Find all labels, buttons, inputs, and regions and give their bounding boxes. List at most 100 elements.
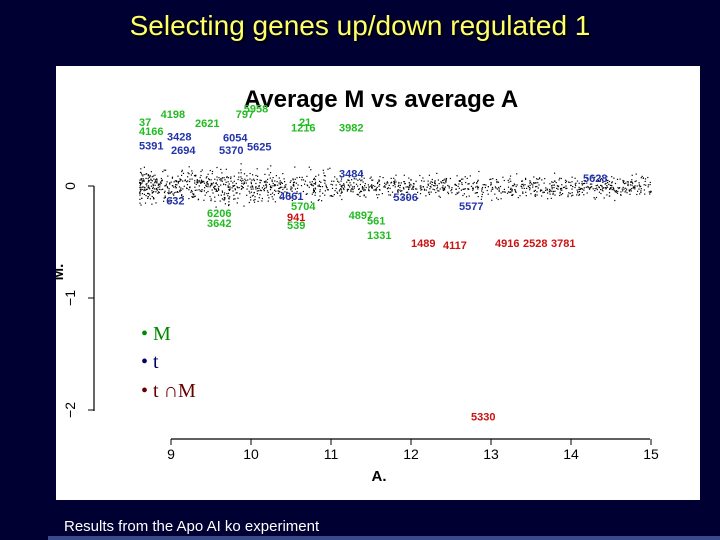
scatter-point bbox=[631, 181, 633, 183]
scatter-point bbox=[150, 182, 152, 184]
x-tick-label: 14 bbox=[563, 446, 579, 462]
scatter-point bbox=[296, 192, 298, 194]
scatter-point bbox=[615, 191, 617, 193]
scatter-point bbox=[141, 186, 143, 188]
scatter-point bbox=[447, 193, 450, 195]
scatter-point bbox=[147, 175, 149, 177]
scatter-point bbox=[626, 192, 628, 194]
scatter-point bbox=[548, 190, 550, 192]
scatter-point bbox=[477, 179, 479, 181]
scatter-point bbox=[157, 191, 160, 193]
scatter-point bbox=[530, 193, 532, 195]
scatter-point bbox=[291, 199, 293, 202]
scatter-point bbox=[158, 183, 161, 185]
scatter-point bbox=[422, 186, 425, 188]
scatter-point bbox=[568, 192, 570, 194]
scatter-point bbox=[143, 190, 145, 192]
scatter-point bbox=[179, 189, 181, 191]
scatter-point bbox=[139, 181, 141, 183]
scatter-point bbox=[465, 181, 467, 184]
scatter-point bbox=[420, 187, 422, 189]
scatter-point bbox=[536, 178, 538, 180]
scatter-point bbox=[290, 186, 292, 188]
scatter-point bbox=[580, 187, 582, 189]
gene-label-5330: 5330 bbox=[471, 412, 495, 424]
scatter-point bbox=[263, 188, 265, 191]
scatter-point bbox=[226, 193, 228, 195]
scatter-point bbox=[266, 190, 269, 192]
scatter-point bbox=[182, 180, 184, 182]
scatter-figure: Average M vs average A 9 10 11 12 13 14 15 0 −1… bbox=[56, 66, 700, 500]
y-ticks: 0−1−2−3 bbox=[62, 182, 94, 418]
scatter-point bbox=[239, 193, 241, 195]
scatter-point bbox=[207, 186, 209, 188]
scatter-point bbox=[635, 180, 637, 182]
scatter-point bbox=[425, 195, 427, 197]
scatter-point bbox=[224, 179, 226, 181]
scatter-point bbox=[181, 171, 183, 173]
scatter-point bbox=[252, 188, 254, 190]
scatter-point bbox=[511, 194, 513, 196]
scatter-point bbox=[393, 182, 396, 184]
scatter-point bbox=[361, 188, 364, 190]
scatter-point bbox=[627, 181, 629, 183]
scatter-point bbox=[500, 192, 502, 194]
scatter-point bbox=[158, 191, 160, 194]
scatter-point bbox=[230, 177, 232, 180]
scatter-point bbox=[154, 182, 156, 184]
gene-label-3484: 3484 bbox=[339, 169, 364, 181]
scatter-point bbox=[559, 187, 562, 190]
scatter-point bbox=[553, 184, 556, 186]
scatter-point bbox=[359, 192, 361, 194]
scatter-point bbox=[269, 189, 272, 191]
scatter-point bbox=[556, 185, 558, 187]
scatter-point bbox=[537, 178, 539, 180]
scatter-point bbox=[227, 195, 229, 197]
scatter-point bbox=[568, 181, 570, 183]
scatter-point bbox=[269, 172, 272, 174]
scatter-point bbox=[265, 180, 267, 182]
scatter-point bbox=[246, 194, 248, 196]
scatter-point bbox=[269, 177, 271, 179]
scatter-point bbox=[360, 180, 362, 182]
scatter-point bbox=[291, 190, 293, 192]
scatter-point bbox=[477, 196, 479, 198]
scatter-point bbox=[234, 189, 236, 191]
scatter-point bbox=[321, 200, 323, 202]
scatter-point bbox=[516, 184, 518, 186]
scatter-point bbox=[536, 185, 538, 188]
scatter-point bbox=[141, 193, 143, 195]
scatter-point bbox=[284, 181, 286, 183]
scatter-point bbox=[150, 179, 152, 181]
scatter-point bbox=[311, 184, 313, 186]
scatter-point bbox=[551, 188, 553, 190]
scatter-point bbox=[610, 187, 612, 189]
scatter-point bbox=[378, 194, 380, 196]
scatter-point bbox=[600, 192, 602, 195]
scatter-point bbox=[178, 186, 181, 188]
scatter-point bbox=[279, 183, 281, 185]
gene-label-2694: 2694 bbox=[171, 145, 196, 157]
scatter-point bbox=[313, 190, 315, 192]
scatter-point bbox=[198, 185, 200, 187]
scatter-point bbox=[210, 198, 212, 200]
scatter-point bbox=[550, 197, 552, 199]
scatter-point bbox=[451, 187, 453, 189]
scatter-point bbox=[169, 192, 171, 194]
scatter-point bbox=[259, 189, 261, 191]
scatter-point bbox=[361, 172, 363, 174]
scatter-point bbox=[559, 191, 561, 193]
scatter-point bbox=[308, 186, 310, 188]
scatter-point bbox=[576, 189, 578, 191]
scatter-point bbox=[455, 188, 457, 190]
scatter-point bbox=[209, 195, 211, 198]
scatter-point bbox=[252, 186, 254, 188]
scatter-point bbox=[221, 198, 223, 200]
scatter-point bbox=[243, 173, 246, 175]
scatter-point bbox=[276, 181, 278, 183]
scatter-point bbox=[384, 185, 386, 187]
scatter-point bbox=[177, 175, 179, 177]
scatter-point bbox=[392, 185, 394, 187]
scatter-point bbox=[348, 184, 350, 187]
slide-title: Selecting genes up/down regulated 1 bbox=[129, 10, 591, 41]
